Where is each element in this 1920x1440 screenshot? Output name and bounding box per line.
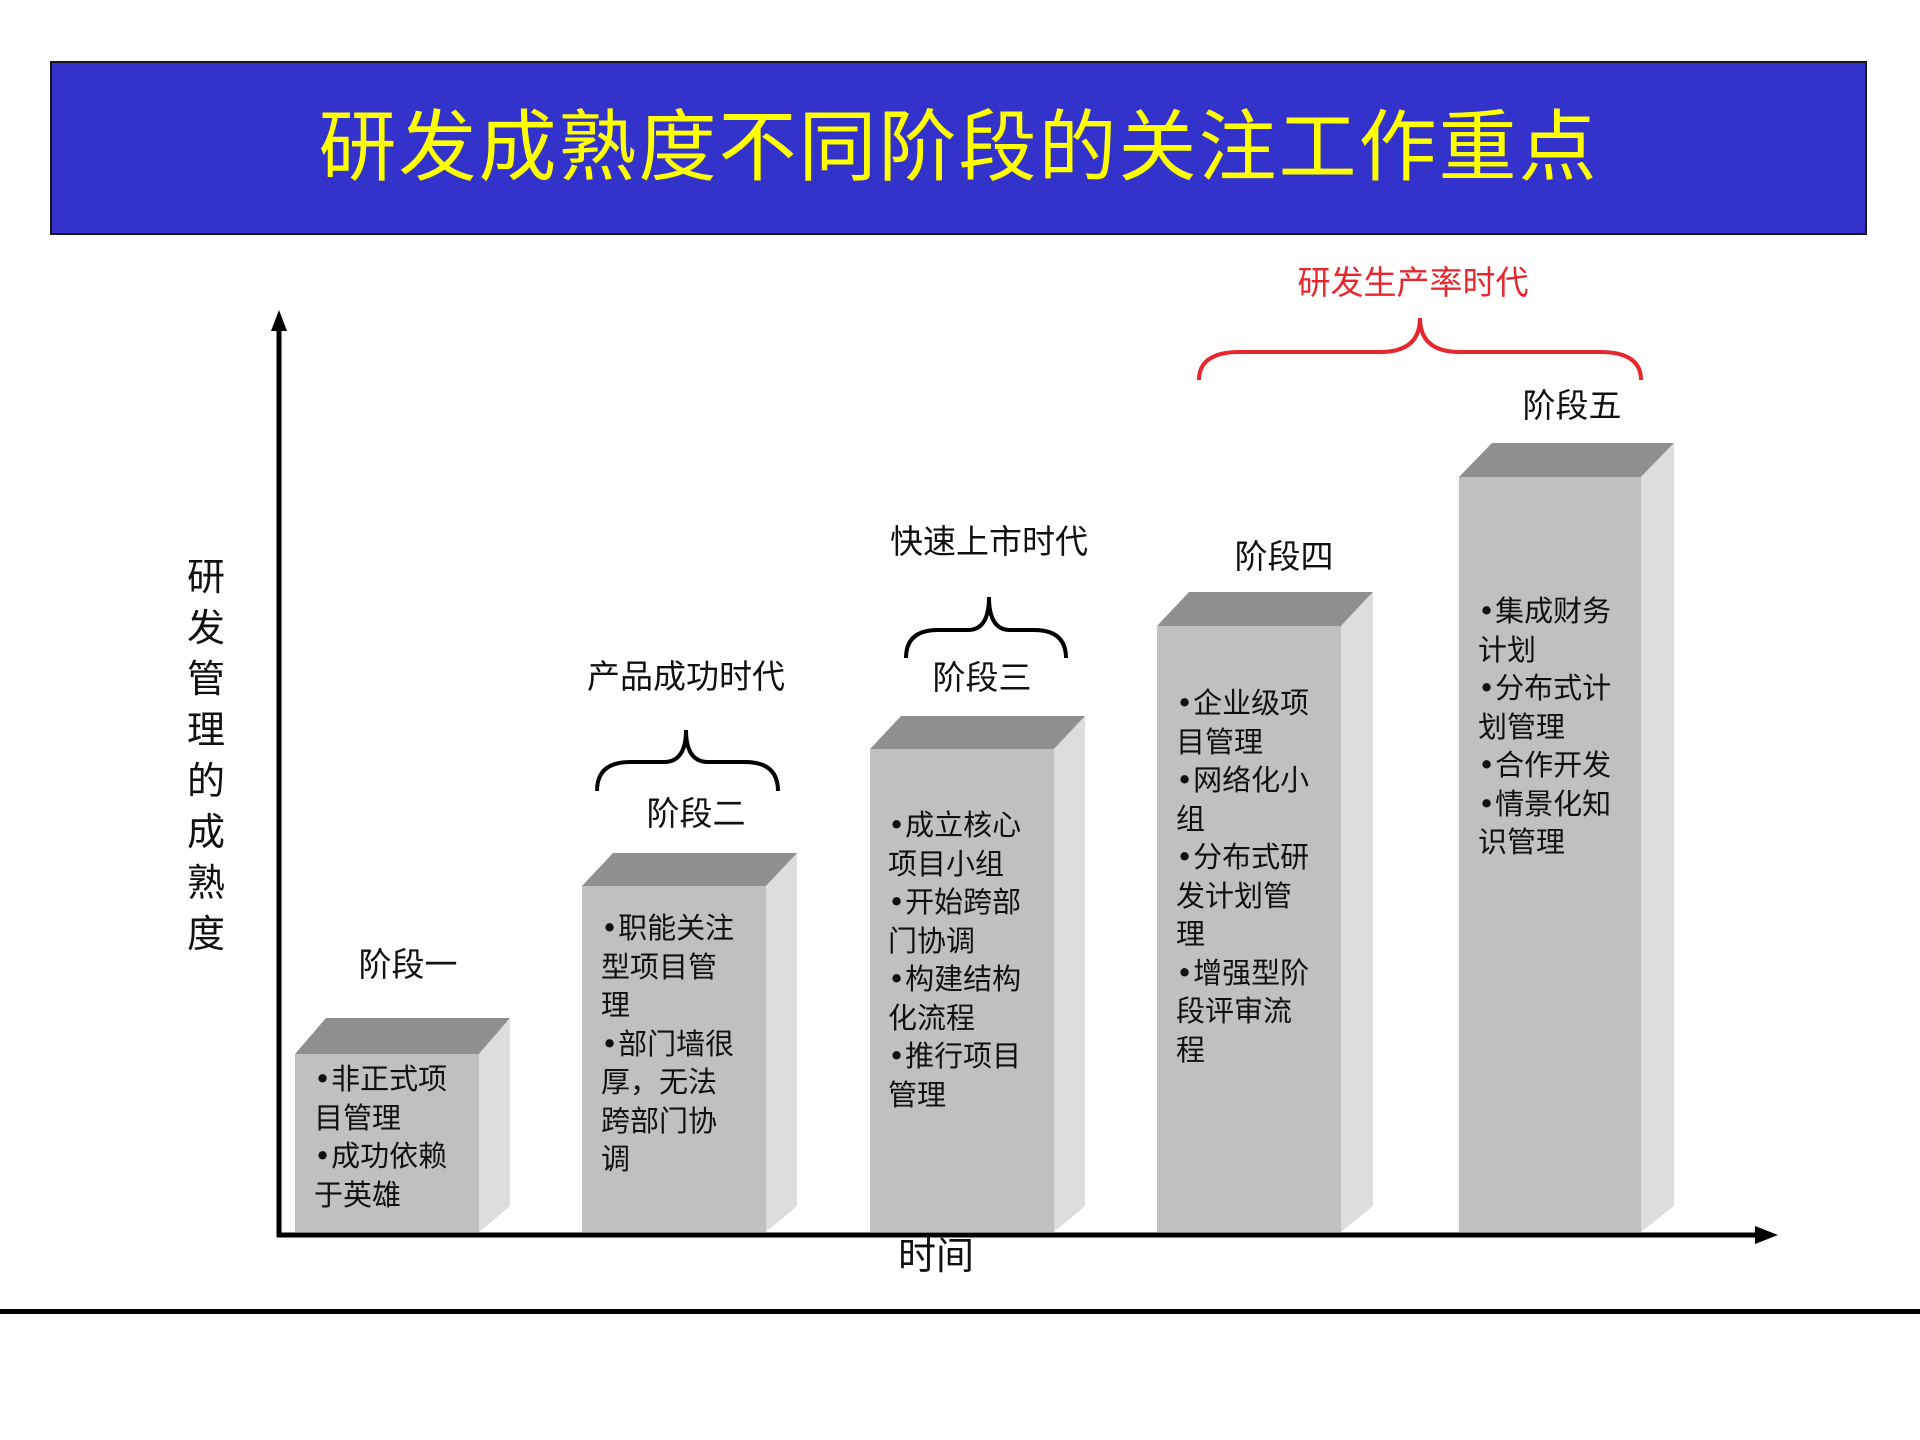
stage-5-block-top: [1459, 443, 1674, 477]
stage-4-label: 阶段四: [1234, 537, 1334, 576]
era-2-bracket: [904, 596, 1068, 659]
stage-4-block-front: [1157, 626, 1341, 1232]
y-axis-arrowhead: [271, 310, 287, 331]
stage-2-label: 阶段二: [646, 794, 746, 833]
stage-2-block-top: [582, 853, 797, 886]
x-axis-label: 时间: [897, 1234, 975, 1278]
stage-1-block-front: [295, 1054, 479, 1232]
stage-4-items: •企业级项 目管理 •网络化小 组 •分布式研 发计划管 理 •增强型阶 段评审…: [1176, 686, 1310, 1067]
stage-5-items: •集成财务 计划 •分布式计 划管理 •合作开发 •情景化知 识管理: [1478, 594, 1612, 859]
stage-5-label: 阶段五: [1522, 386, 1622, 425]
stage-2-items: •职能关注 型项目管 理 •部门墙很 厚，无法 跨部门协 调: [601, 911, 735, 1176]
stage-3-label: 阶段三: [932, 658, 1032, 697]
y-axis-label: 研发管理的成熟度: [186, 555, 225, 956]
stage-2-block: [582, 853, 797, 1232]
stage-1-block: [295, 1018, 510, 1232]
stage-4-block: [1157, 592, 1373, 1232]
stage-2-block-side: [766, 853, 797, 1232]
stage-5-block-side: [1641, 443, 1674, 1232]
stage-3-items: •成立核心 项目小组 •开始跨部 门协调 •构建结构 化流程 •推行项目 管理: [888, 808, 1022, 1112]
stage-5-block: [1459, 443, 1674, 1232]
stage-2-block-front: [582, 886, 766, 1232]
era-2-label: 快速上市时代: [890, 522, 1088, 561]
stage-4-block-side: [1341, 592, 1373, 1232]
stage-3-block: [870, 716, 1085, 1232]
stage-3-block-front: [870, 749, 1054, 1232]
era-3-bracket: [1197, 317, 1643, 381]
page-title: 研发成熟度不同阶段的关注工作重点: [318, 103, 1599, 193]
stage-1-block-side: [479, 1018, 510, 1232]
stage-1-block-top: [295, 1018, 510, 1054]
era-3-label: 研发生产率时代: [1297, 263, 1529, 302]
title-banner: 研发成熟度不同阶段的关注工作重点: [50, 61, 1867, 235]
stage-1-items: •非正式项 目管理 •成功依赖 于英雄: [314, 1062, 448, 1212]
stage-3-block-side: [1054, 716, 1085, 1232]
stage-3-block-top: [870, 716, 1085, 749]
bottom-divider: [0, 1309, 1920, 1314]
stage-4-block-top: [1157, 592, 1373, 626]
era-1-bracket: [595, 729, 780, 792]
stage-1-label: 阶段一: [358, 945, 458, 984]
stage-5-block-front: [1459, 477, 1641, 1232]
x-axis-arrowhead: [1755, 1226, 1778, 1244]
era-1-label: 产品成功时代: [587, 657, 785, 696]
